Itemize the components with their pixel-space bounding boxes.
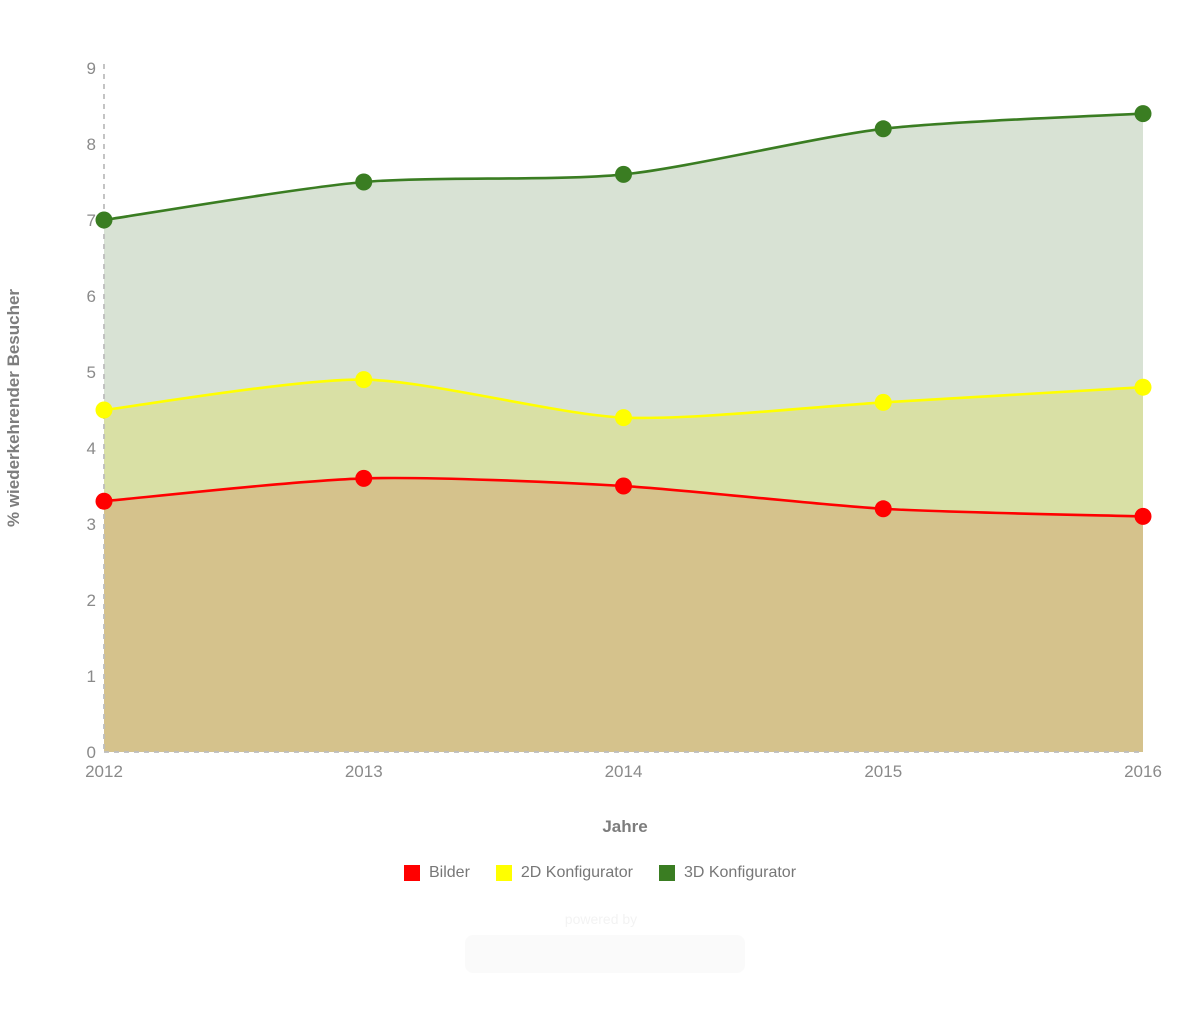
legend: Bilder 2D Konfigurator 3D Konfigurator bbox=[0, 864, 1200, 882]
2d-konfigurator-point-2015[interactable] bbox=[874, 393, 892, 411]
bilder-point-2015[interactable] bbox=[874, 500, 892, 518]
legend-label-2d-konfigurator: 2D Konfigurator bbox=[520, 864, 633, 881]
3d-konfigurator-point-2015[interactable] bbox=[874, 120, 892, 138]
y-axis-ticks: 0 1 2 3 4 5 6 7 8 9 bbox=[87, 59, 96, 762]
legend-label-3d-konfigurator: 3D Konfigurator bbox=[683, 864, 797, 881]
2d-konfigurator-point-2012[interactable] bbox=[95, 401, 113, 419]
3d-konfigurator-point-2016[interactable] bbox=[1134, 105, 1152, 123]
legend-item-2d-konfigurator[interactable]: 2D Konfigurator bbox=[495, 864, 633, 882]
3d-konfigurator-point-2012[interactable] bbox=[95, 211, 113, 229]
y-tick-label-1: 1 bbox=[87, 667, 96, 686]
legend-label-bilder: Bilder bbox=[428, 864, 470, 881]
watermark-text: powered by bbox=[564, 911, 638, 927]
x-tick-label-2016: 2016 bbox=[1124, 762, 1162, 781]
2d-konfigurator-point-2016[interactable] bbox=[1134, 378, 1152, 396]
y-tick-label-8: 8 bbox=[87, 135, 96, 154]
bilder-swatch-icon bbox=[403, 865, 420, 881]
y-tick-label-5: 5 bbox=[87, 363, 96, 382]
plot-svg: 0 1 2 3 4 5 6 7 8 9 2012 2013 2014 2015 2016 bbox=[85, 59, 1162, 781]
y-tick-label-9: 9 bbox=[87, 59, 96, 78]
x-tick-label-2013: 2013 bbox=[345, 762, 383, 781]
3d-konfigurator-swatch-icon bbox=[658, 865, 675, 881]
y-tick-label-7: 7 bbox=[87, 211, 96, 230]
series-points bbox=[95, 105, 1152, 525]
x-tick-label-2014: 2014 bbox=[605, 762, 643, 781]
bilder-point-2012[interactable] bbox=[95, 492, 113, 510]
y-tick-label-0: 0 bbox=[87, 743, 96, 762]
legend-item-bilder[interactable]: Bilder bbox=[403, 864, 470, 882]
y-tick-label-4: 4 bbox=[87, 439, 96, 458]
y-tick-label-6: 6 bbox=[87, 287, 96, 306]
bilder-point-2014[interactable] bbox=[615, 477, 632, 495]
x-tick-label-2012: 2012 bbox=[85, 762, 123, 781]
bilder-point-2013[interactable] bbox=[355, 469, 373, 487]
legend-item-3d-konfigurator[interactable]: 3D Konfigurator bbox=[658, 864, 797, 882]
bilder-point-2016[interactable] bbox=[1134, 507, 1152, 525]
3d-konfigurator-point-2013[interactable] bbox=[355, 173, 373, 191]
2d-konfigurator-swatch-icon bbox=[495, 865, 512, 881]
y-tick-label-2: 2 bbox=[87, 591, 96, 610]
series-areas bbox=[104, 113, 1143, 753]
x-tick-label-2015: 2015 bbox=[864, 762, 902, 781]
y-tick-label-3: 3 bbox=[87, 515, 96, 534]
watermark-logo bbox=[465, 935, 745, 973]
y-axis-title: % wiederkehrender Besucher bbox=[4, 288, 23, 528]
bilder-area bbox=[104, 478, 1143, 752]
2d-konfigurator-point-2014[interactable] bbox=[615, 409, 632, 427]
3d-konfigurator-point-2014[interactable] bbox=[615, 165, 632, 183]
x-axis-ticks: 2012 2013 2014 2015 2016 bbox=[85, 762, 1162, 781]
x-axis-title: Jahre bbox=[602, 817, 648, 836]
2d-konfigurator-point-2013[interactable] bbox=[355, 371, 373, 389]
